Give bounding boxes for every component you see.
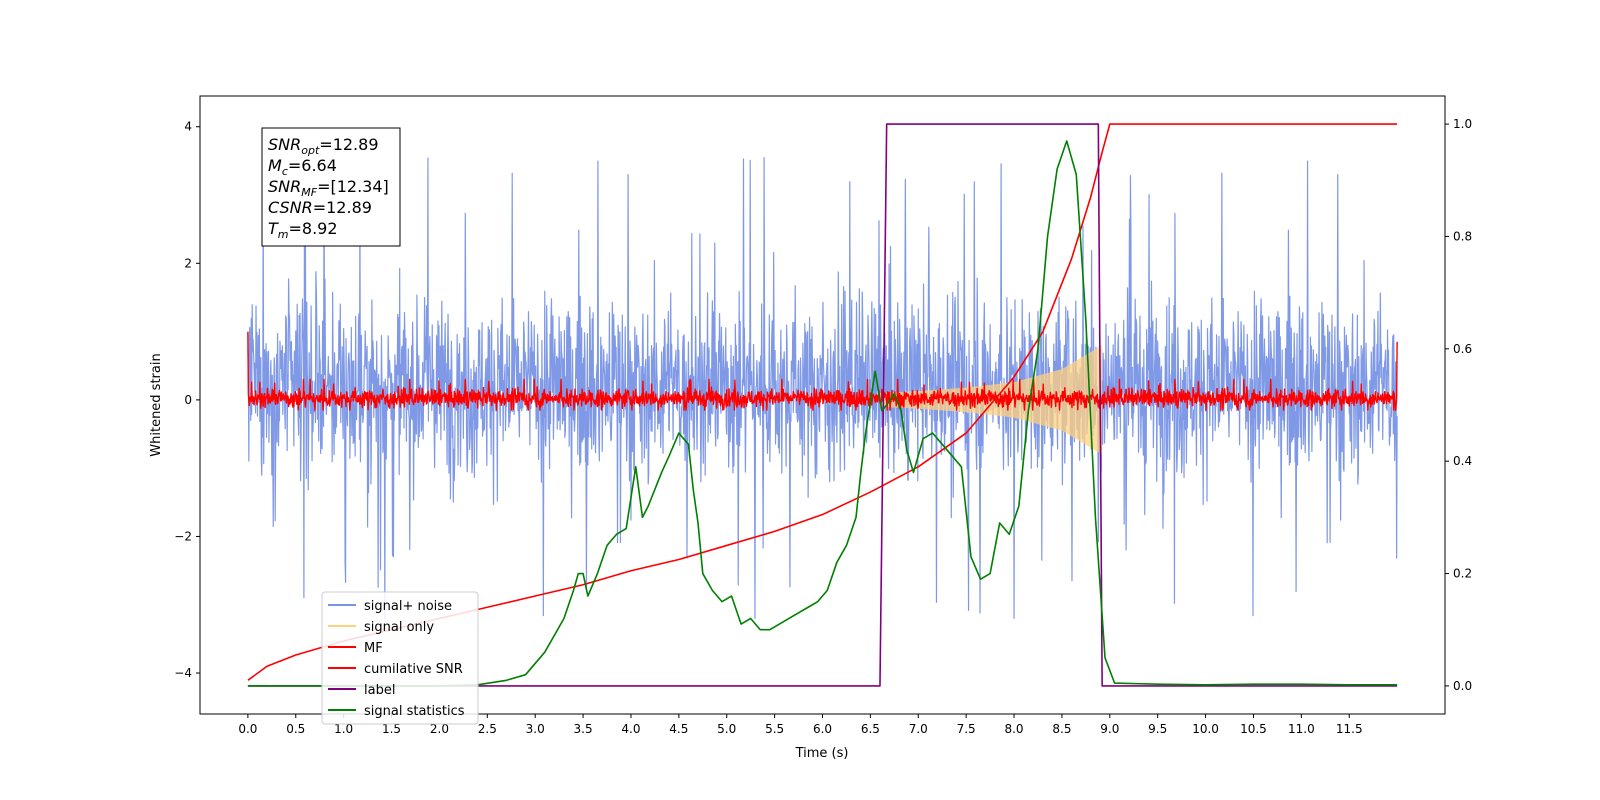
x-tick-label: 1.0: [334, 722, 353, 736]
legend-entry: signal statistics: [328, 704, 465, 719]
x-tick-label: 2.5: [478, 722, 497, 736]
annotation-symbol: M: [268, 156, 282, 175]
annotation-subscript: MF: [301, 186, 317, 199]
x-tick-label: 8.5: [1052, 722, 1071, 736]
y2-tick-label: 0.6: [1453, 342, 1472, 356]
annotation-line: SNRopt=12.89: [268, 135, 379, 157]
legend-label: label: [364, 683, 395, 698]
series-mf: [247, 331, 1398, 411]
annotation-value: =12.89: [319, 135, 378, 154]
x-tick-label: 9.0: [1100, 722, 1119, 736]
y-axis-label: Whitened strain: [149, 353, 164, 456]
x-tick-label: 3.5: [574, 722, 593, 736]
x-tick-label: 6.5: [861, 722, 880, 736]
y-tick-label: −2: [174, 529, 192, 543]
y2-tick-label: 0.8: [1453, 229, 1472, 243]
x-tick-label: 11.0: [1288, 722, 1315, 736]
annotation-value: =[12.34]: [317, 177, 389, 196]
series-line-label: [247, 123, 1398, 687]
x-tick-label: 3.0: [526, 722, 545, 736]
y2-tick-label: 0.0: [1453, 679, 1472, 693]
annotation-box: SNRopt=12.89Mc=6.64SNRMF=[12.34]CSNR=12.…: [261, 127, 401, 247]
legend: signal+ noise signal only MF cumilative SNR…: [321, 591, 479, 725]
x-tick-label: 8.0: [1004, 722, 1023, 736]
ticks-layer: 0.0 0.5 1.0 1.5 2.0 2.5 3.0 3.5 4.0 4.5 5.0 5.5 6.0 6…: [174, 117, 1472, 736]
annotation-value: =8.92: [289, 219, 338, 238]
legend-label: signal only: [364, 620, 434, 635]
y-tick-label: 0: [184, 393, 192, 407]
legend-entry: signal only: [328, 620, 434, 635]
x-tick-label: 11.5: [1336, 722, 1363, 736]
legend-label: MF: [364, 641, 383, 656]
annotation-symbol: SNR: [268, 177, 301, 196]
series-signal-noise: [247, 147, 1398, 619]
x-tick-label: 1.5: [382, 722, 401, 736]
series-label: [247, 123, 1398, 687]
x-tick-label: 2.0: [430, 722, 449, 736]
legend-label: cumilative SNR: [364, 662, 463, 677]
x-tick-label: 9.5: [1148, 722, 1167, 736]
x-tick-label: 4.5: [669, 722, 688, 736]
annotation-line: SNRMF=[12.34]: [268, 177, 389, 199]
series-line-signal-statistics: [247, 140, 1398, 687]
annotation-value: =12.89: [313, 198, 372, 217]
annotation-symbol: CSNR: [268, 198, 313, 217]
series-line-signal-noise: [247, 147, 1398, 619]
annotation-line: CSNR=12.89: [268, 198, 372, 217]
x-tick-label: 7.0: [909, 722, 928, 736]
annotation-symbol: T: [268, 219, 279, 238]
x-tick-label: 10.0: [1192, 722, 1219, 736]
legend-label: signal statistics: [364, 704, 465, 719]
x-tick-label: 10.5: [1240, 722, 1267, 736]
legend-entry: cumilative SNR: [328, 662, 463, 677]
series-signal-statistics: [247, 140, 1398, 687]
x-tick-label: 0.5: [286, 722, 305, 736]
y-tick-label: 4: [184, 120, 192, 134]
annotation-subscript: opt: [301, 144, 320, 157]
annotation-value: =6.64: [288, 156, 337, 175]
y2-tick-label: 1.0: [1453, 117, 1472, 131]
annotation-subscript: c: [282, 165, 288, 178]
x-tick-label: 5.0: [717, 722, 736, 736]
legend-entry: signal+ noise: [328, 599, 452, 614]
annotation-symbol: SNR: [268, 135, 301, 154]
y2-tick-label: 0.4: [1453, 454, 1472, 468]
series-line-mf: [247, 331, 1398, 411]
y-tick-label: 2: [184, 256, 192, 270]
y2-tick-label: 0.2: [1453, 567, 1472, 581]
x-tick-label: 5.5: [765, 722, 784, 736]
x-axis-label: Time (s): [795, 746, 849, 761]
x-tick-label: 7.5: [957, 722, 976, 736]
legend-entry: label: [328, 683, 395, 698]
y-tick-label: −4: [174, 666, 192, 680]
annotation-line: Tm=8.92: [268, 219, 338, 241]
x-tick-label: 4.0: [621, 722, 640, 736]
legend-frame: [321, 591, 479, 725]
legend-entry: MF: [328, 641, 383, 656]
legend-label: signal+ noise: [364, 599, 452, 614]
x-tick-label: 0.0: [238, 722, 257, 736]
x-tick-label: 6.0: [813, 722, 832, 736]
annotation-subscript: m: [278, 228, 289, 241]
annotation-frame: [261, 127, 401, 247]
annotation-line: Mc=6.64: [268, 156, 337, 178]
